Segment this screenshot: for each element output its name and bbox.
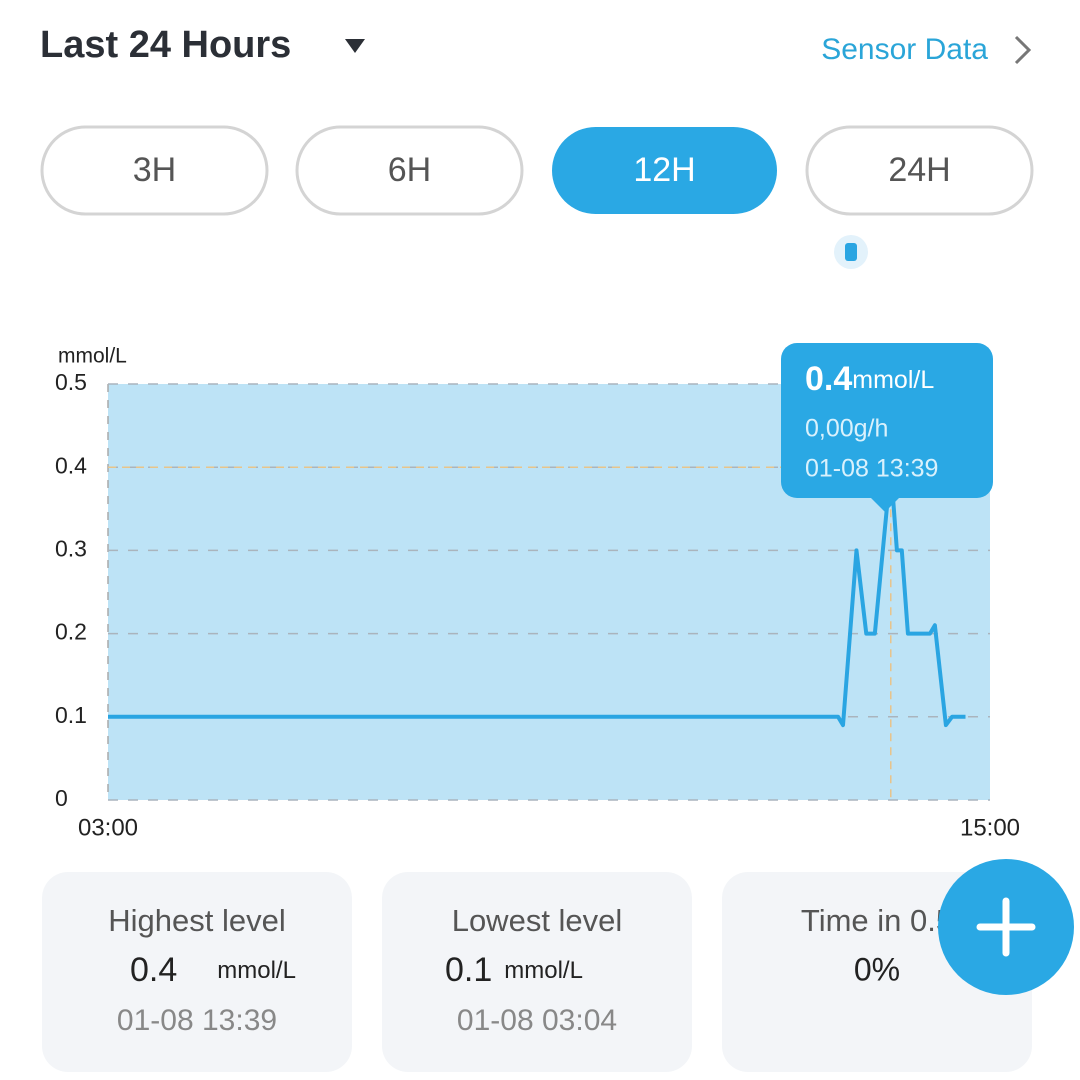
stat-label: Lowest level bbox=[452, 903, 623, 938]
stat-unit: mmol/L bbox=[504, 957, 583, 984]
tooltip-time: 01-08 13:39 bbox=[805, 455, 938, 483]
add-icon[interactable] bbox=[976, 897, 1036, 957]
tab[interactable] bbox=[805, 125, 1034, 216]
stat-number: 0.4 bbox=[130, 951, 177, 989]
stat-value: 0.4 mmol/L bbox=[130, 951, 296, 989]
sensor-icon-body bbox=[845, 243, 857, 261]
tooltip-rate: 0,00g/h bbox=[805, 415, 888, 443]
x-tick-label: 15:00 bbox=[960, 814, 1020, 841]
stat-label: Time in 0.5 bbox=[801, 903, 953, 938]
y-tick-label: 0.5 bbox=[55, 369, 87, 395]
y-tick-label: 0.1 bbox=[55, 702, 87, 728]
y-axis-unit: mmol/L bbox=[58, 345, 127, 368]
data-line bbox=[108, 465, 966, 728]
y-tick-label: 0.4 bbox=[55, 452, 87, 478]
sensor-data-link[interactable]: Sensor Data bbox=[821, 33, 988, 66]
tooltip-number: 0.4 bbox=[805, 360, 852, 398]
stat-card bbox=[42, 872, 352, 1072]
stat-number: 0.1 bbox=[445, 951, 492, 989]
dropdown-arrow[interactable] bbox=[345, 39, 365, 53]
stat-unit: mmol/L bbox=[217, 957, 296, 984]
tooltip-box bbox=[781, 343, 993, 498]
stat-cards: Highest level 0.4 mmol/L 01-08 13:39 Lowest … bbox=[42, 872, 1032, 1072]
tooltip-value: 0.4mmol/L bbox=[805, 360, 934, 398]
tab-group: 3H 6H 12H 24H bbox=[40, 125, 1034, 216]
stat-value: 0% bbox=[854, 951, 900, 987]
tab-label[interactable]: 3H bbox=[133, 151, 176, 189]
y-tick-label: 0.3 bbox=[55, 535, 87, 561]
tab-label[interactable]: 12H bbox=[633, 151, 695, 189]
tab[interactable] bbox=[40, 125, 269, 216]
stat-value: 0.1 mmol/L bbox=[445, 951, 583, 989]
tab-label[interactable]: 24H bbox=[888, 151, 950, 189]
tooltip-pointer bbox=[870, 497, 900, 512]
stat-card bbox=[382, 872, 692, 1072]
tab-label[interactable]: 6H bbox=[388, 151, 431, 189]
y-tick-label: 0 bbox=[55, 785, 68, 811]
chevron[interactable] bbox=[1014, 35, 1032, 65]
period-title[interactable]: Last 24 Hours bbox=[40, 24, 291, 66]
tooltip-unit: mmol/L bbox=[852, 366, 934, 394]
tab[interactable] bbox=[295, 125, 524, 216]
tooltip: 0.4mmol/L 0,00g/h 01-08 13:39 bbox=[781, 343, 993, 512]
stat-time: 01-08 13:39 bbox=[117, 1004, 277, 1037]
tab[interactable] bbox=[552, 127, 777, 214]
stat-label: Highest level bbox=[108, 903, 285, 938]
y-tick-label: 0.2 bbox=[55, 619, 87, 645]
stat-time: 01-08 03:04 bbox=[457, 1004, 617, 1037]
x-tick-label: 03:00 bbox=[78, 814, 138, 841]
